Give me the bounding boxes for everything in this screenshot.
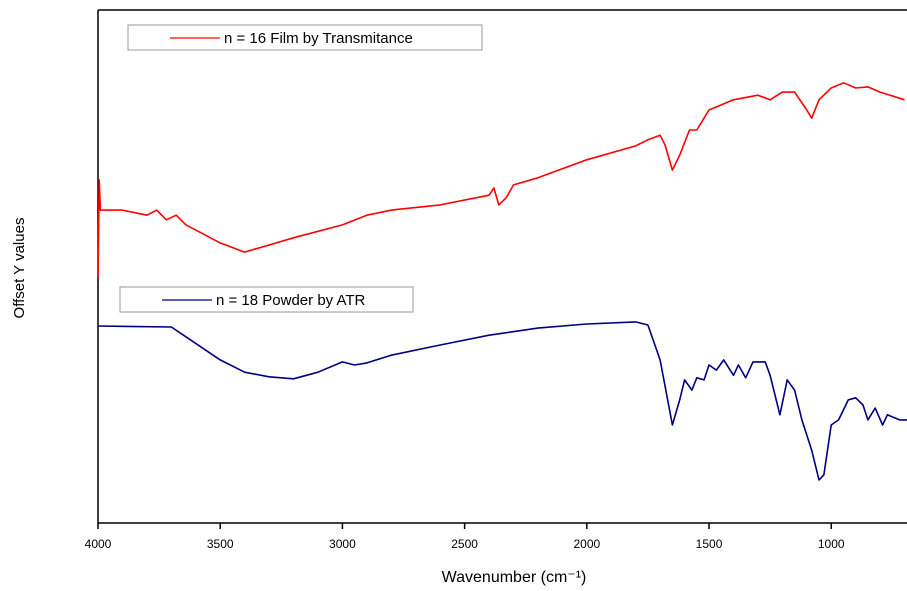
x-tick-label: 1000 xyxy=(818,537,845,551)
x-tick-label: 3000 xyxy=(329,537,356,551)
x-axis-label: Wavenumber (cm⁻¹) xyxy=(442,569,587,586)
x-tick-label: 3500 xyxy=(207,537,234,551)
y-axis-label: Offset Y values xyxy=(11,218,28,319)
legend-box xyxy=(119,286,414,313)
line xyxy=(97,82,905,278)
x-tick-label: 4000 xyxy=(85,537,112,551)
x-tick-label: 1500 xyxy=(696,537,723,551)
legend-label: n = 18 Powder by ATR xyxy=(216,292,366,309)
line xyxy=(97,321,907,481)
x-tick-label: 2500 xyxy=(451,537,478,551)
legend-label: n = 16 Film by Transmitance xyxy=(224,30,413,47)
x-tick-label: 2000 xyxy=(573,537,600,551)
